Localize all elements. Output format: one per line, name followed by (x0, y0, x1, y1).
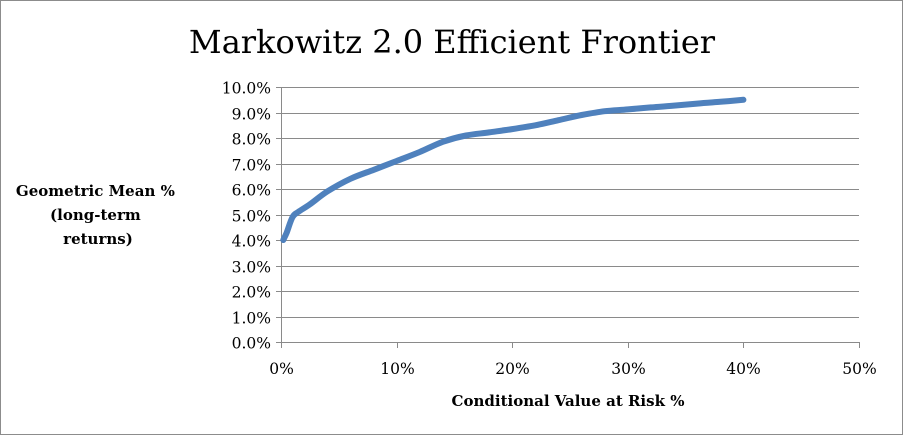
x-axis-title: Conditional Value at Risk % (452, 392, 685, 410)
y-tick-label: 5.0% (232, 208, 271, 226)
y-tick-label: 7.0% (232, 157, 271, 175)
efficient-frontier-line (280, 96, 747, 243)
y-tick-label: 10.0% (222, 80, 271, 98)
y-tick-label: 2.0% (232, 284, 271, 302)
chart-title: Markowitz 2.0 Efficient Frontier (189, 23, 716, 61)
x-tick-label: 10% (380, 360, 414, 378)
x-tick-label: 40% (726, 360, 760, 378)
y-tick-label: 3.0% (232, 259, 271, 277)
y-tick-label: 6.0% (232, 182, 271, 200)
x-tick-label: 20% (495, 360, 529, 378)
x-tick-label: 50% (842, 360, 876, 378)
y-axis-title: Geometric Mean % (long-term returns) (16, 182, 180, 248)
y-axis-title-line-1: Geometric Mean % (16, 182, 175, 200)
y-axis-title-line-3: returns) (63, 230, 133, 248)
y-tick-label: 8.0% (232, 131, 271, 149)
x-tick-label: 30% (611, 360, 645, 378)
y-tick-label: 0.0% (232, 335, 271, 353)
x-tick-label: 0% (269, 360, 294, 378)
y-axis-tick-labels: 0.0% 1.0% 2.0% 3.0% 4.0% 5.0% 6.0% 7.0% 8.0% 9.0%… (222, 80, 271, 353)
y-axis-title-line-2: (long-term (50, 206, 141, 224)
y-tick-label: 9.0% (232, 106, 271, 124)
series-lines (280, 96, 747, 243)
y-tick-label: 4.0% (232, 233, 271, 251)
y-tick-label: 1.0% (232, 310, 271, 328)
gridlines (281, 87, 859, 318)
axes (276, 87, 860, 348)
x-axis-tick-labels: 0% 10% 20% 30% 40% 50% (269, 360, 877, 378)
